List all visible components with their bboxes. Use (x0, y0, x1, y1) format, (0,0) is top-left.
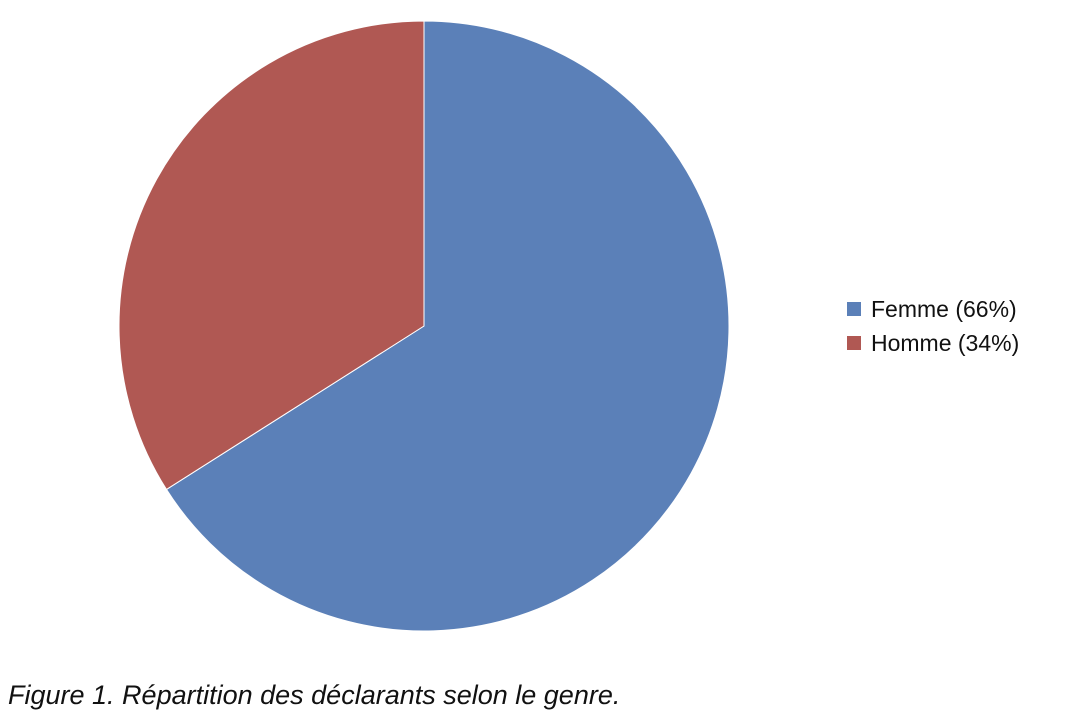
figure-caption: Figure 1. Répartition des déclarants sel… (8, 680, 621, 710)
legend-label-femme: Femme (66%) (871, 295, 1017, 322)
legend-item-femme: Femme (66%) (847, 292, 1019, 326)
pie-slice-homme (118, 20, 425, 491)
legend: Femme (66%) Homme (34%) (847, 292, 1019, 360)
legend-swatch-homme (847, 336, 861, 350)
legend-swatch-femme (847, 302, 861, 316)
legend-label-homme: Homme (34%) (871, 329, 1020, 356)
pie-slice-femme (165, 20, 730, 632)
legend-item-homme: Homme (34%) (847, 326, 1019, 360)
